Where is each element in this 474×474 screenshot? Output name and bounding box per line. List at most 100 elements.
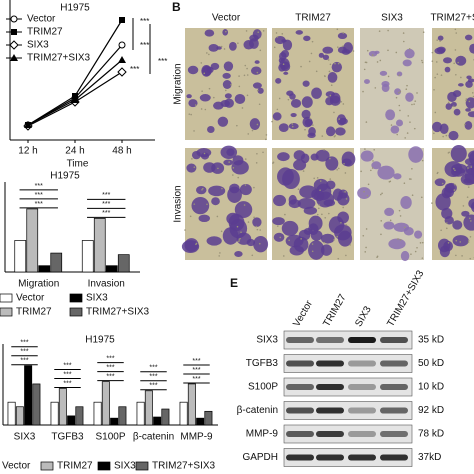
pore [336,235,339,238]
cell [201,65,212,77]
chart-title: H1975 [50,171,80,182]
cell [257,87,264,94]
pore [453,189,456,191]
pore [311,40,314,43]
pore [323,75,326,77]
bar [50,401,59,426]
size-label: 78 kD [418,429,444,440]
cell [299,185,317,199]
cell [303,227,313,235]
pore [342,103,345,105]
pore [256,71,259,74]
pore [238,85,241,88]
pore [206,203,208,206]
cell [371,161,382,170]
cell [443,57,453,64]
cell [208,43,219,52]
cell [337,192,350,206]
pore [193,166,196,169]
cell [404,48,415,59]
cell [293,150,306,161]
pore [403,226,406,229]
pore [459,241,462,243]
pore [440,74,443,76]
pore [200,62,203,64]
pore [403,182,406,185]
cell [310,153,319,161]
cell [223,159,234,166]
pore [416,246,418,249]
pore [434,76,436,79]
pore [259,229,262,231]
cell [280,61,291,72]
pore [219,252,221,254]
pore [398,91,400,94]
pore [253,216,255,219]
marker [10,54,18,61]
cell [234,201,253,219]
cell [273,232,285,242]
cell [393,173,402,180]
cell [239,183,252,196]
pore [184,229,186,231]
pore [311,250,314,253]
legend-label: TRIM27+SIX3 [152,461,216,472]
pore [436,73,439,75]
pore [435,61,438,63]
pore [445,227,448,230]
size-label: 37kD [418,452,441,463]
pore [352,50,355,52]
marker [11,29,17,35]
cell [463,214,474,231]
pore [370,169,372,172]
pore [329,94,332,97]
pore [453,62,455,65]
legend-swatch [69,293,83,303]
pore [323,149,325,151]
cell [200,152,210,160]
pore [291,123,294,125]
x-tick-label: Migration [18,279,59,290]
pore [255,225,258,228]
pore [397,238,399,240]
cell [448,130,459,141]
pore [345,198,348,200]
pore [398,74,401,77]
protein-label: SIX3 [256,335,278,346]
cell [461,210,470,217]
pore [364,251,367,253]
pore [297,188,300,191]
band [316,407,344,414]
cell [453,108,461,116]
pore [433,132,435,135]
pore [364,61,367,64]
legend-swatch [97,461,111,471]
cell [198,214,210,223]
bar [196,417,205,426]
significance: *** [140,17,149,26]
pore [410,253,412,255]
significance: *** [106,365,114,372]
bar [153,416,162,426]
x-tick-label: TGFB3 [51,432,84,443]
significance: *** [106,374,114,381]
band [348,454,376,461]
cell [223,61,234,72]
band [316,454,344,461]
pore [281,33,284,35]
pore [258,103,261,106]
pore [318,207,320,210]
pore [380,233,382,236]
pore [201,189,203,191]
pore [200,108,203,110]
x-axis-label: Time [67,159,89,170]
pore [363,190,365,193]
pore [469,257,472,260]
pore [311,243,314,245]
cell [325,126,336,137]
pore [470,166,473,168]
cell [234,250,243,258]
pore [408,178,411,180]
band [286,407,314,414]
